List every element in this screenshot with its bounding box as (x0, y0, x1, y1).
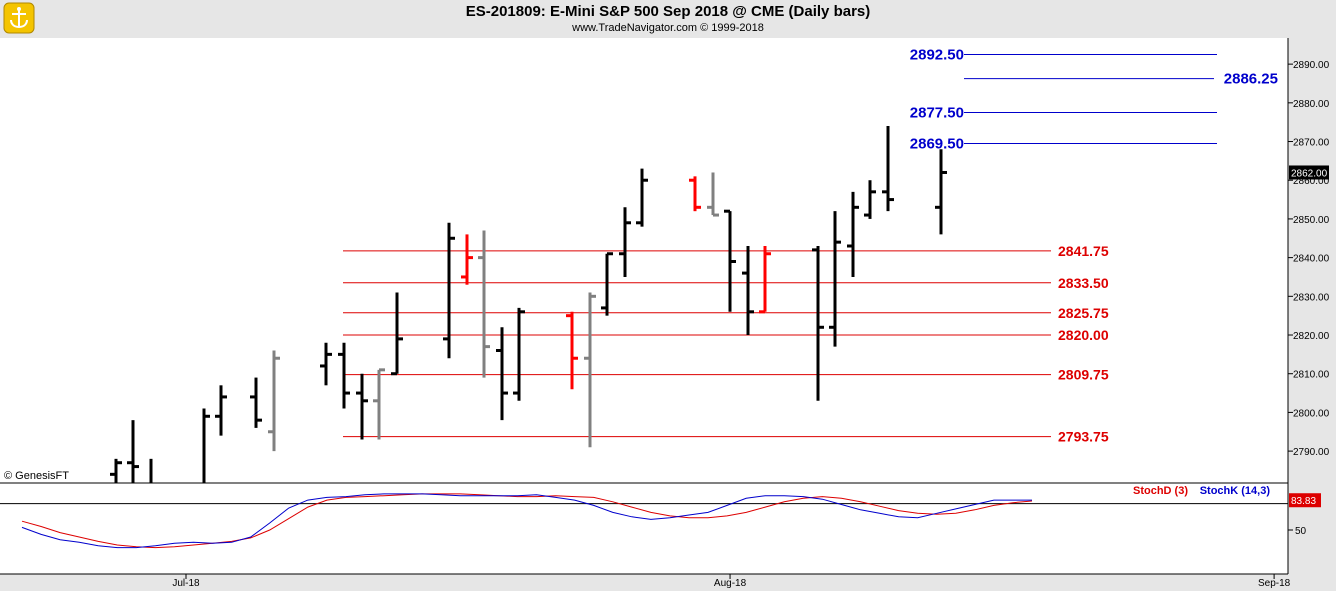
ohlc-bar (707, 172, 719, 217)
support-level-label: 2793.75 (1058, 429, 1109, 445)
resistance-level-label: 2877.50 (910, 105, 964, 122)
price-axis-label: 2870.00 (1293, 138, 1330, 149)
last-price-tag (1289, 165, 1329, 180)
resistance-level-label: 2892.50 (910, 46, 964, 63)
ohlc-bar (443, 222, 455, 359)
price-axis-label: 2890.00 (1293, 60, 1330, 71)
ohlc-bar (742, 246, 754, 336)
plot-area (0, 38, 1288, 574)
ohlc-bar (601, 252, 613, 316)
stoch-k-legend: StochK (14,3) (1200, 485, 1271, 497)
chart-title: ES-201809: E-Mini S&P 500 Sep 2018 @ CME… (465, 3, 871, 20)
stoch-k-line (21, 493, 1032, 549)
price-axis-label: 2790.00 (1293, 447, 1330, 458)
last-price-label: 2862.00 (1291, 168, 1328, 179)
resistance-level-label: 2886.25 (1224, 71, 1278, 88)
ohlc-bar (496, 327, 508, 421)
ohlc-bar (636, 168, 648, 227)
ohlc-bar (338, 342, 350, 409)
support-level-label: 2825.75 (1058, 305, 1109, 321)
time-axis-area (0, 574, 1288, 591)
ohlc-bar (584, 292, 596, 448)
price-axis-label: 2830.00 (1293, 292, 1330, 303)
ohlc-bar (110, 458, 122, 483)
ohlc-bar (215, 385, 227, 436)
ohlc-bar (356, 373, 368, 440)
ohlc-bar (461, 234, 473, 285)
stoch-last-tag (1289, 493, 1321, 508)
time-axis-label: Jul-18 (172, 578, 200, 589)
ohlc-bar (320, 342, 332, 386)
ohlc-bar (478, 230, 490, 378)
ohlc-bar (202, 408, 210, 483)
support-level-label: 2841.75 (1058, 243, 1109, 259)
ohlc-bar (724, 209, 736, 312)
chart-header: ES-201809: E-Mini S&P 500 Sep 2018 @ CME… (0, 0, 1336, 38)
support-level-label: 2820.00 (1058, 327, 1109, 343)
ohlc-bar (513, 307, 525, 401)
ohlc-bar (829, 211, 841, 347)
price-axis-label: 2860.00 (1293, 176, 1330, 187)
ohlc-bar (812, 246, 824, 401)
price-axis-label: 2850.00 (1293, 215, 1330, 226)
price-axis-label: 2810.00 (1293, 370, 1330, 381)
ohlc-bar (864, 180, 876, 219)
ohlc-bar (250, 377, 262, 428)
ohlc-bar (847, 191, 859, 277)
copyright-label: © GenesisFT (4, 470, 69, 482)
support-level-label: 2833.50 (1058, 275, 1109, 291)
stoch-axis-label: 50 (1295, 526, 1307, 537)
ohlc-bar (759, 246, 771, 314)
chart-subtitle: www.TradeNavigator.com © 1999-2018 (572, 22, 764, 34)
ohlc-bar (268, 350, 280, 452)
support-level-label: 2809.75 (1058, 367, 1109, 383)
price-chart: 2841.75 2833.50 2825.75 2820.00 2809.75 2793.… (0, 38, 1336, 591)
resistance-level-label: 2869.50 (910, 135, 964, 152)
ohlc-bar (566, 311, 578, 390)
ohlc-bar (935, 149, 947, 235)
ohlc-bar (882, 126, 894, 212)
ohlc-bar (689, 176, 701, 212)
trade-navigator-logo-icon (3, 2, 35, 34)
time-axis-label: Aug-18 (714, 578, 747, 589)
stoch-last-label: 83.83 (1291, 496, 1316, 507)
price-axis-label: 2840.00 (1293, 254, 1330, 265)
ohlc-bar (127, 420, 139, 483)
price-axis-label: 2820.00 (1293, 331, 1330, 342)
ohlc-bar (373, 368, 385, 440)
price-axis-label: 2800.00 (1293, 408, 1330, 419)
time-axis-label: Sep-18 (1258, 578, 1291, 589)
stoch-d-line (21, 493, 1033, 549)
axis-area (1288, 38, 1336, 591)
ohlc-bar (391, 292, 403, 376)
ohlc-bar (619, 207, 631, 277)
price-axis-label: 2880.00 (1293, 99, 1330, 110)
stoch-d-legend: StochD (3) (1133, 485, 1188, 497)
